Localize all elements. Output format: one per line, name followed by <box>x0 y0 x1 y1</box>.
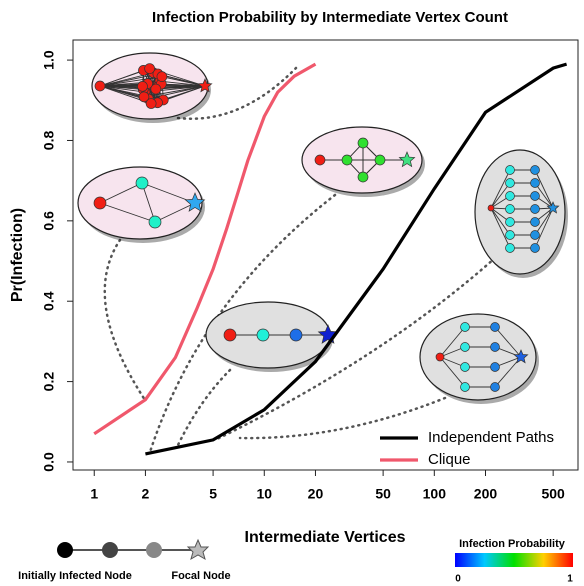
node <box>488 205 494 211</box>
node <box>157 72 167 82</box>
node <box>531 179 540 188</box>
node <box>491 343 500 352</box>
colorbar-gradient <box>455 553 573 567</box>
node <box>491 363 500 372</box>
x-tick-label: 50 <box>375 486 391 502</box>
colorbar-tick: 1 <box>567 574 573 585</box>
y-tick-label: 0.0 <box>41 452 57 472</box>
node <box>461 383 470 392</box>
x-tick-label: 2 <box>142 486 150 502</box>
node <box>506 205 515 214</box>
node <box>315 155 325 165</box>
node <box>95 81 105 91</box>
chart-title: Infection Probability by Intermediate Ve… <box>152 9 508 26</box>
legend-label: Clique <box>428 451 471 468</box>
node <box>375 155 385 165</box>
legend-node <box>102 542 118 558</box>
legend-label: Initially Infected Node <box>18 570 132 582</box>
node <box>146 99 156 109</box>
node <box>506 166 515 175</box>
colorbar: Infection Probability 0 1 <box>455 538 573 585</box>
colorbar-title: Infection Probability <box>459 538 566 550</box>
x-tick-label: 5 <box>209 486 217 502</box>
node <box>461 363 470 372</box>
node-legend: Initially Infected Node Focal Node <box>18 540 230 582</box>
x-tick-label: 200 <box>474 486 498 502</box>
node <box>342 155 352 165</box>
legend-node <box>146 542 162 558</box>
y-tick-label: 0.2 <box>41 372 57 392</box>
node <box>531 192 540 201</box>
node <box>138 81 148 91</box>
y-tick-label: 0.8 <box>41 131 57 151</box>
node <box>224 329 236 341</box>
node <box>531 231 540 240</box>
node <box>257 329 269 341</box>
y-tick-label: 0.6 <box>41 211 57 231</box>
node <box>531 205 540 214</box>
node <box>461 323 470 332</box>
node <box>461 343 470 352</box>
node <box>531 218 540 227</box>
node <box>531 244 540 253</box>
node <box>358 138 368 148</box>
node <box>94 197 106 209</box>
node <box>151 84 161 94</box>
x-tick-label: 100 <box>423 486 447 502</box>
legend-star <box>188 540 208 559</box>
node <box>436 353 444 361</box>
node <box>506 218 515 227</box>
legend-label: Focal Node <box>171 570 230 582</box>
x-tick-label: 500 <box>541 486 565 502</box>
y-tick-label: 1.0 <box>41 50 57 70</box>
node <box>145 64 155 74</box>
colorbar-tick: 0 <box>455 574 461 585</box>
x-tick-label: 10 <box>256 486 272 502</box>
x-tick-label: 1 <box>90 486 98 502</box>
legend-node <box>57 542 73 558</box>
x-tick-label: 20 <box>308 486 324 502</box>
node <box>506 231 515 240</box>
node <box>290 329 302 341</box>
legend-label: Independent Paths <box>428 429 554 446</box>
node <box>506 179 515 188</box>
node <box>358 172 368 182</box>
node <box>491 323 500 332</box>
chart: Infection Probability by Intermediate Ve… <box>0 0 584 586</box>
node <box>491 383 500 392</box>
node <box>531 166 540 175</box>
y-axis-title: Pr(Infection) <box>9 208 26 302</box>
node <box>136 177 148 189</box>
node <box>506 244 515 253</box>
x-axis-title: Intermediate Vertices <box>245 529 406 546</box>
node <box>149 216 161 228</box>
node <box>506 192 515 201</box>
y-tick-label: 0.4 <box>41 291 57 311</box>
